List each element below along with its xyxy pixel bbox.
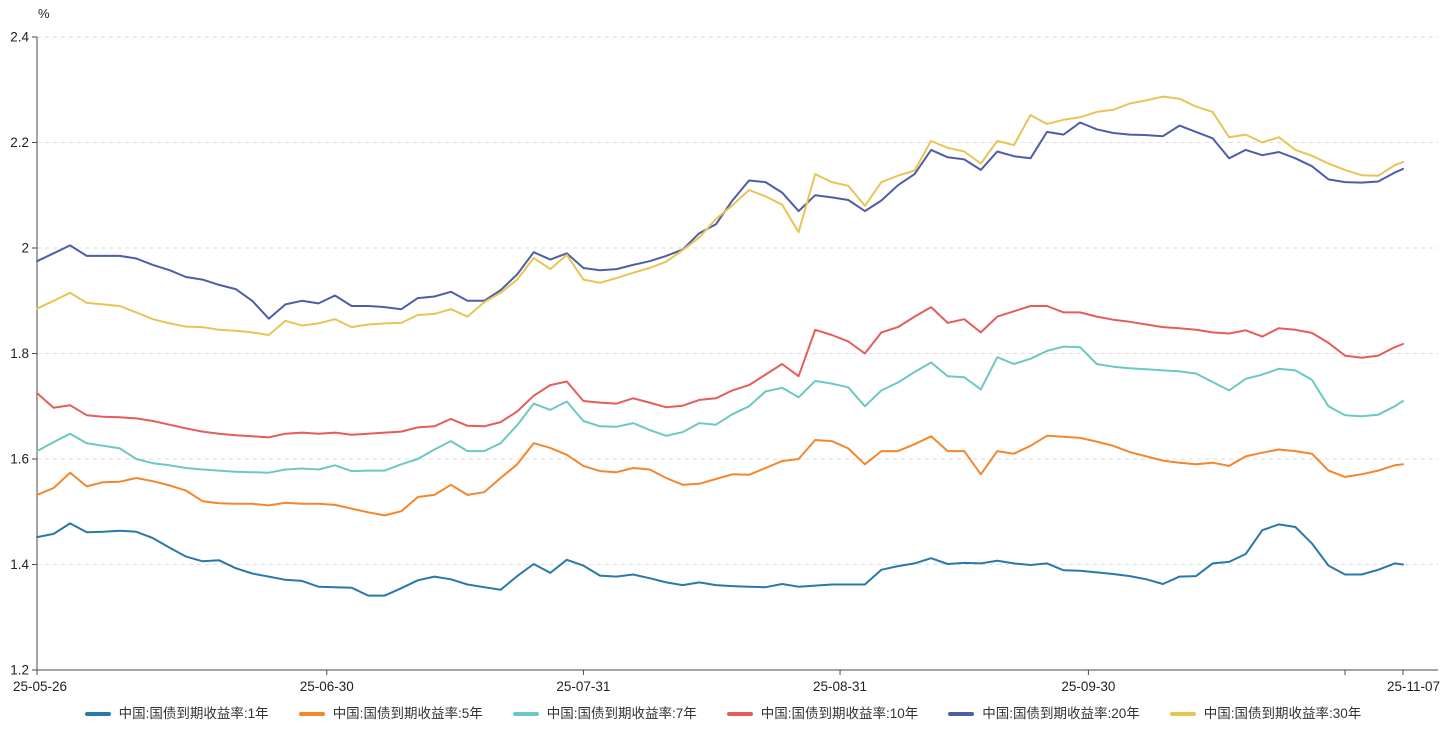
y-axis-tick-label: 1.8 <box>10 346 29 361</box>
series-line-1[interactable] <box>36 522 1404 597</box>
legend-item[interactable]: 中国:国债到期收益率:5年 <box>298 706 483 722</box>
y-axis-tick-label: 2.2 <box>10 135 29 150</box>
x-axis-tick-label: 25-08-31 <box>813 679 867 694</box>
legend-item[interactable]: 中国:国债到期收益率:7年 <box>512 706 697 722</box>
y-axis-tick-label: 1.4 <box>10 557 29 572</box>
legend-swatch-icon <box>726 712 753 716</box>
x-axis-tick-label: 25-07-31 <box>556 679 610 694</box>
y-axis-tick-label: 2.4 <box>10 30 29 45</box>
legend-swatch-icon <box>84 712 111 716</box>
x-axis-tick-label: 25-11-07 <box>1387 679 1440 694</box>
series-line-5[interactable] <box>36 121 1404 320</box>
legend-item[interactable]: 中国:国债到期收益率:1年 <box>84 706 269 722</box>
legend-swatch-icon <box>1169 712 1196 716</box>
legend-label: 中国:国债到期收益率:7年 <box>546 706 697 722</box>
legend-item[interactable]: 中国:国债到期收益率:20年 <box>948 707 1140 721</box>
legend-swatch-icon <box>948 712 975 716</box>
legend-label: 中国:国债到期收益率:30年 <box>1203 706 1362 722</box>
x-axis-tick-label: 25-05-26 <box>13 679 67 694</box>
legend-item[interactable]: 中国:国债到期收益率:30年 <box>1169 706 1362 722</box>
y-axis-tick-label: 2 <box>21 241 29 256</box>
chart-legend: 中国:国债到期收益率:1年 中国:国债到期收益率:5年 中国:国债到期收益率:7年 中… <box>0 701 1446 727</box>
y-axis-unit-label: % <box>38 6 50 21</box>
legend-swatch-icon <box>298 712 325 716</box>
series-line-2[interactable] <box>36 434 1404 517</box>
legend-swatch-icon <box>512 712 539 716</box>
y-axis-tick-label: 1.2 <box>10 663 29 678</box>
x-axis-tick-label: 25-09-30 <box>1061 679 1115 694</box>
legend-label: 中国:国债到期收益率:5年 <box>332 706 483 722</box>
series-line-3[interactable] <box>36 345 1404 474</box>
legend-item[interactable]: 中国:国债到期收益率:10年 <box>726 706 919 722</box>
legend-label: 中国:国债到期收益率:10年 <box>760 706 919 722</box>
x-axis-tick-label: 25-06-30 <box>300 679 354 694</box>
series-line-4[interactable] <box>36 305 1404 439</box>
legend-label: 中国:国债到期收益率:20年 <box>982 706 1140 722</box>
series-line-6[interactable] <box>36 95 1404 336</box>
y-axis-tick-label: 1.6 <box>10 452 29 467</box>
legend-label: 中国:国债到期收益率:1年 <box>118 706 269 722</box>
